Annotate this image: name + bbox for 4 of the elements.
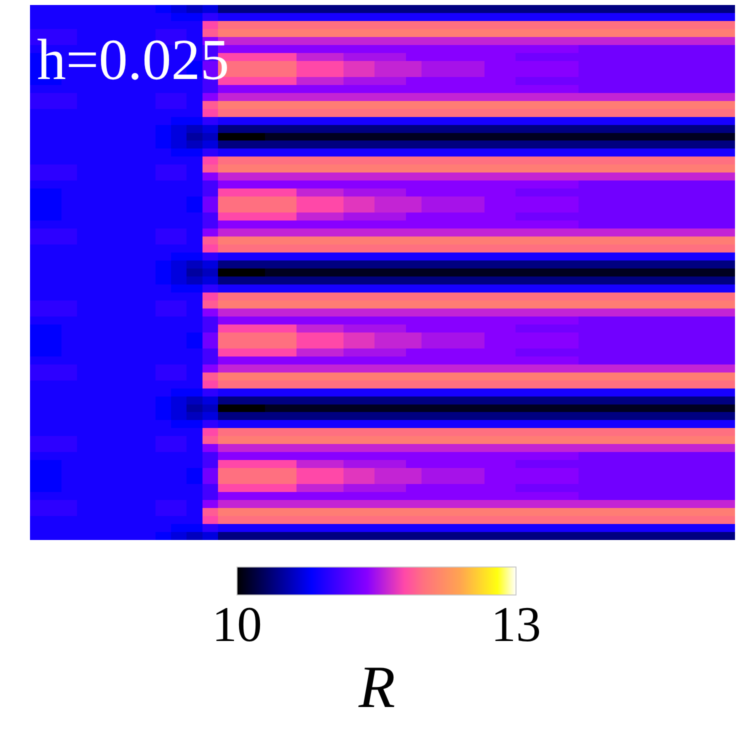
color-bar-title: R bbox=[358, 654, 396, 720]
color-bar-label: 10 bbox=[212, 596, 262, 652]
annotation: h=0.025 bbox=[37, 27, 230, 92]
color-bar-label: 13 bbox=[491, 596, 541, 652]
